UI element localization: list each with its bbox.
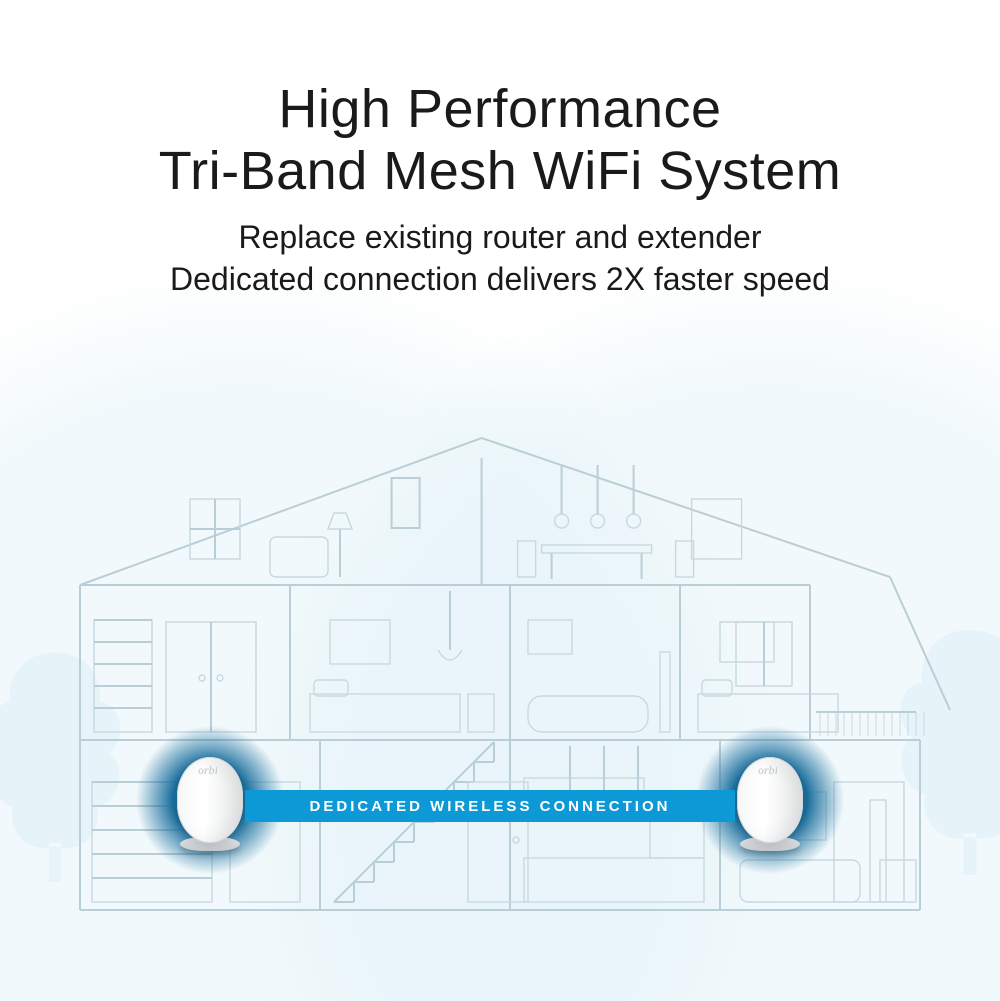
headline: High Performance Tri-Band Mesh WiFi Syst… [0, 78, 1000, 202]
dedicated-connection-label: DEDICATED WIRELESS CONNECTION [310, 798, 671, 815]
infographic-canvas: High Performance Tri-Band Mesh WiFi Syst… [0, 0, 1000, 1001]
dedicated-connection-bar: DEDICATED WIRELESS CONNECTION [245, 790, 735, 822]
subheadline: Replace existing router and extender Ded… [0, 216, 1000, 300]
headline-line2: Tri-Band Mesh WiFi System [0, 140, 1000, 202]
satellite-node-device: orbi [737, 757, 803, 843]
router-node-device: orbi [177, 757, 243, 843]
device-logo: orbi [198, 763, 218, 778]
headline-line1: High Performance [0, 78, 1000, 140]
subhead-line2: Dedicated connection delivers 2X faster … [0, 258, 1000, 300]
subhead-line1: Replace existing router and extender [0, 216, 1000, 258]
device-logo: orbi [758, 763, 778, 778]
